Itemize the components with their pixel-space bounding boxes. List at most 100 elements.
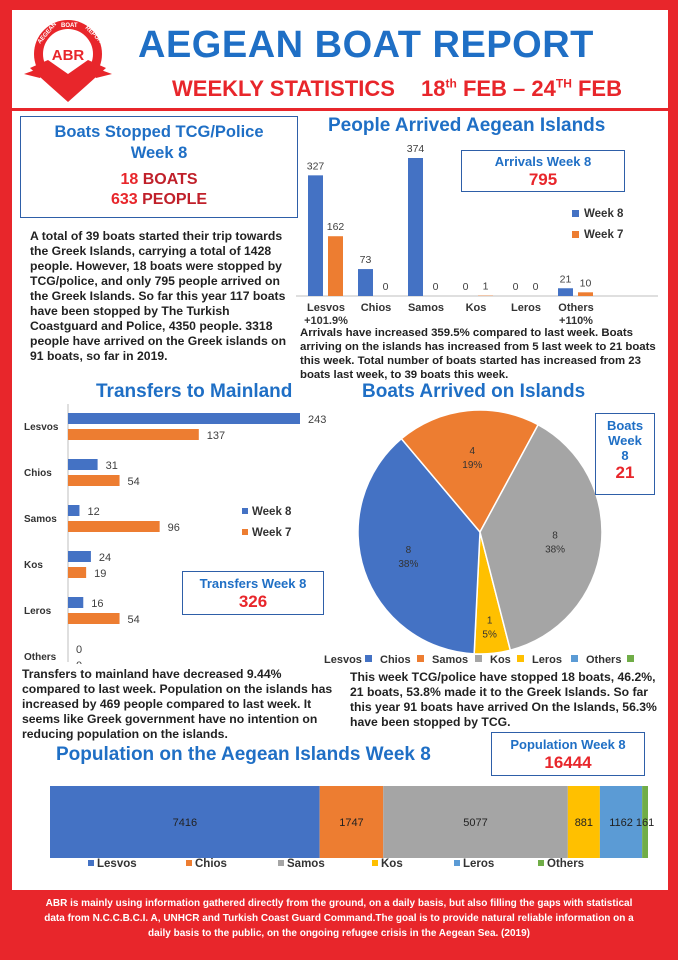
segment-kos (567, 786, 600, 858)
legend-label-lesvos: Lesvos (97, 858, 137, 870)
date-start-sup: th (445, 76, 457, 91)
date-start: 18 (421, 76, 446, 101)
bar-week-7-lesvos (328, 236, 343, 296)
y-tick-lesvos: Lesvos (24, 422, 59, 433)
segment-lesvos (50, 786, 320, 858)
boats-week-line2: Week (608, 433, 642, 448)
data-label-week-8-others: 0 (76, 644, 82, 656)
legend-label-others: Others (586, 654, 621, 666)
x-tick-leros: Leros (511, 302, 541, 314)
boats-stopped-box: Boats Stopped TCG/Police Week 8 18 BOATS… (20, 116, 298, 218)
arrivals-week-label: Arrivals Week 8 (494, 154, 592, 169)
date-range: 18th FEB – 24TH FEB (421, 76, 622, 101)
arrivals-paragraph: Arrivals have increased 359.5% compared … (300, 327, 656, 381)
segment-value-samos: 5077 (463, 817, 487, 829)
legend-label-lesvos: Lesvos (324, 654, 362, 666)
bar-week-8-chios (358, 269, 373, 296)
slice-value-samos: 8 (552, 530, 558, 541)
arrivals-week-box: Arrivals Week 8 795 (461, 150, 625, 192)
y-tick-chios: Chios (24, 468, 52, 479)
abr-logo: ABR AEGEAN BOAT REPORT (24, 20, 112, 102)
bar-week-8-kos (68, 551, 91, 562)
arrivals-title: People Arrived Aegean Islands (328, 115, 606, 136)
slice-value-kos: 1 (487, 616, 493, 627)
x-tick-others: Others (558, 302, 593, 314)
legend-label-chios: Chios (195, 858, 227, 870)
legend-swatch-week-8 (242, 508, 248, 514)
data-label-week-7-kos: 1 (483, 281, 489, 293)
transfers-title: Transfers to Mainland (96, 381, 293, 402)
bar-week-7-lesvos (68, 429, 199, 440)
transfers-week-value: 326 (238, 592, 268, 611)
legend-swatch-others (538, 860, 544, 866)
slice-samos (479, 423, 603, 652)
y-tick-samos: Samos (24, 514, 57, 525)
x-tick-samos: Samos (408, 302, 444, 314)
date-end: FEB (571, 76, 622, 101)
boats-stopped-people-label: PEOPLE (142, 191, 208, 208)
bar-week-8-samos (408, 158, 423, 296)
legend-label-week-8: Week 8 (252, 506, 292, 518)
data-label-week-8-others: 21 (560, 273, 572, 285)
data-label-week-7-lesvos: 162 (327, 221, 345, 233)
population-title: Population on the Aegean Islands Week 8 (56, 744, 431, 765)
segment-value-kos: 881 (575, 817, 593, 829)
legend-label-week-8: Week 8 (584, 208, 624, 220)
data-label-week-8-kos: 0 (463, 281, 469, 293)
segment-value-others: 161 (636, 817, 654, 829)
transfers-week-label: Transfers Week 8 (199, 576, 307, 591)
legend-swatch-chios (186, 860, 192, 866)
slice-percent-kos: 5% (482, 630, 497, 641)
data-label-week-8-samos: 12 (87, 506, 99, 518)
bar-week-7-others (578, 292, 593, 296)
arrivals-week-value: 795 (528, 170, 558, 189)
legend-label-samos: Samos (287, 858, 325, 870)
legend-swatch-others (627, 655, 634, 662)
date-end-sup: TH (555, 76, 572, 91)
report-header: ABR AEGEAN BOAT REPORT AEGEAN BOAT REPOR… (12, 10, 668, 108)
boats-stopped-week: Week 8 (130, 144, 188, 162)
bar-week-8-others (558, 288, 573, 296)
legend-label-leros: Leros (463, 858, 494, 870)
data-label-week-8-chios: 31 (106, 460, 118, 472)
legend-label-kos: Kos (381, 858, 403, 870)
bar-week-8-chios (68, 459, 98, 470)
boats-week-line3: 8 (621, 448, 629, 463)
slice-percent-samos: 38% (545, 544, 565, 555)
boats-week-value: 21 (615, 463, 635, 482)
data-label-week-8-chios: 73 (360, 254, 372, 266)
slice-percent-lesvos: 38% (398, 559, 418, 570)
logo-arc-mid: BOAT (61, 23, 78, 29)
legend-swatch-samos (475, 655, 482, 662)
legend-label-week-7: Week 7 (584, 229, 623, 241)
bar-week-7-leros (68, 613, 120, 624)
transfers-chart: 243 137 Lesvos 31 54 Chios 12 96 Samos 24 19 Kos 16 5… (24, 404, 326, 664)
date-mid: FEB – 24 (456, 76, 556, 101)
data-label-week-8-samos: 374 (407, 143, 425, 155)
slice-lesvos (357, 437, 481, 655)
data-label-week-7-samos: 0 (433, 281, 439, 293)
boats-stopped-people-number: 633 (110, 191, 138, 208)
data-label-week-7-chios: 0 (383, 281, 389, 293)
legend-swatch-week-7 (242, 529, 248, 535)
legend-swatch-chios (417, 655, 424, 662)
slice-value-chios: 4 (470, 446, 476, 457)
bar-week-7-samos (68, 521, 160, 532)
boats-week-line1: Boats (606, 418, 644, 433)
data-label-week-8-leros: 0 (513, 281, 519, 293)
segment-value-leros: 1162 (609, 817, 633, 829)
data-label-week-7-samos: 96 (168, 522, 180, 534)
population-week-label: Population Week 8 (510, 737, 626, 752)
subtitle-text: WEEKLY STATISTICS (172, 76, 395, 101)
data-label-week-8-kos: 24 (99, 552, 111, 564)
segment-value-chios: 1747 (339, 817, 363, 829)
data-label-week-7-others: 0 (76, 660, 82, 664)
bar-week-7-chios (68, 475, 120, 486)
bar-week-8-samos (68, 505, 80, 516)
legend-label-chios: Chios (380, 654, 411, 666)
x-note-lesvos: +101.9% (304, 315, 348, 326)
segment-value-lesvos: 7416 (173, 817, 197, 829)
boats-arrived-chart: 1 5% 8 38% 4 19% 8 38% Lesvos Chios Samos Kos Leros O… (324, 409, 634, 666)
legend-swatch-samos (278, 860, 284, 866)
bar-week-7-kos (68, 567, 87, 578)
